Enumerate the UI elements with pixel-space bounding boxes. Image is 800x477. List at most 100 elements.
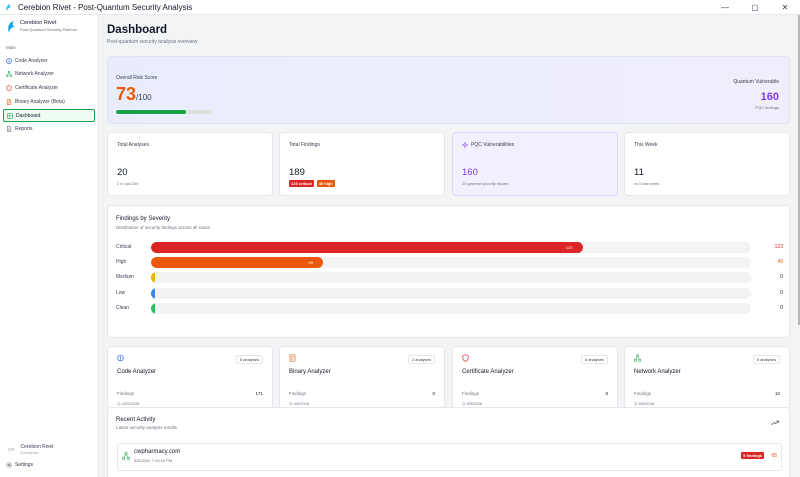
main-content: Dashboard Post-quantum security analysis… [100,15,800,477]
analysis-count-badge: 5 analyses [235,355,263,364]
sidebar-item-network-analyzer[interactable]: Network Analyzer [3,68,95,82]
analyzer-name: Certificate Analyzer [462,369,514,375]
severity-bar-label: 49 [308,260,313,266]
dashboard-icon [7,112,13,119]
sidebar-item-label: Reports [15,126,33,133]
trending-up-icon[interactable] [771,420,779,426]
severity-bar-track: 49 [151,257,751,269]
window-title: Cerebion Rivet - Post-Quantum Security A… [18,2,193,12]
sparkle-icon [462,142,468,148]
analyzer-date: ◷ 5/5/2026 [634,401,655,406]
sidebar-item-reports[interactable]: Reports [3,122,95,136]
activity-date: 5/5/2026, 7:49:10 PM [134,458,173,463]
risk-score-card: Overall Risk Score 73/100 Quantum Vulner… [107,56,790,124]
maximize-button[interactable]: ▢ [751,3,759,12]
risk-score-label: Overall Risk Score [116,75,158,81]
sidebar-item-settings[interactable]: Settings [6,462,33,468]
analyzer-card-code[interactable]: 5 analyses Code Analyzer Findings 171 ◷ … [107,346,273,409]
severity-row-medium: Medium 0 [116,272,783,284]
findings-badge: 5 findings [741,452,764,459]
sidebar-item-certificate-analyzer[interactable]: Certificate Analyzer [3,81,95,95]
sidebar-item-label: Certificate Analyzer [15,85,59,92]
analyzer-card-binary[interactable]: 2 analyses Binary Analyzer Findings 0 ◷ … [279,346,445,409]
recent-activity-item[interactable]: cwpharmacy.com 5/5/2026, 7:49:10 PM 5 fi… [117,443,782,471]
stat-value: 20 [117,167,128,178]
analysis-count-badge: 6 analyses [580,355,608,364]
analyzer-card-network[interactable]: 5 analyses Network Analyzer Findings 10 … [624,346,790,409]
code-icon [6,57,12,64]
severity-label: Medium [116,274,134,281]
severity-bar [151,272,155,284]
analysis-count-badge: 5 analyses [752,355,780,364]
severity-row-low: Low 0 [116,287,783,299]
network-icon [634,354,641,362]
quantum-vulnerable-value: 160 [760,91,779,103]
analyzer-name: Network Analyzer [634,369,681,375]
nav-section-label: Main [6,45,16,50]
quantum-vulnerable-label: Quantum Vulnerable [733,79,779,85]
severity-label: High [116,259,127,266]
analyzer-date: ◷ 5/5/2026 [462,401,483,406]
analyzer-name: Binary Analyzer [289,369,331,375]
binary-icon [289,354,296,362]
findings-value: 10 [774,391,780,396]
user-profile[interactable]: CR Cerebion Rivet Enterprise [8,444,54,455]
stat-label: This Week [634,142,658,148]
stat-sub: vs 0 last week [634,181,660,186]
sidebar-item-dashboard[interactable]: Dashboard [3,108,95,123]
close-button[interactable]: ✕ [781,3,789,12]
severity-label: Clean [116,304,130,311]
user-name: Cerebion Rivet [20,444,54,450]
recent-activity-subtitle: Latest security analysis results [116,425,178,430]
stat-sub: 2 in last 24h [117,181,139,186]
risk-score-value: 73/100 [116,84,152,104]
title-bar: Cerebion Rivet - Post-Quantum Security A… [0,0,800,15]
severity-bar [151,302,155,314]
brand-subtitle: Post-Quantum Security Platform [20,27,78,32]
app-logo-icon [6,3,12,11]
activity-target: cwpharmacy.com [134,449,181,455]
page-title: Dashboard [107,24,168,36]
sidebar-item-binary-analyzer[interactable]: Binary Analyzer (Beta) [3,95,95,109]
findings-label: Findings [634,391,652,396]
recent-activity-card: Recent Activity Latest security analysis… [107,407,790,477]
analyzer-card-certificate[interactable]: 6 analyses Certificate Analyzer Findings… [452,346,618,409]
stat-card-total-findings: Total Findings 189 123 critical 49 high [279,132,445,196]
findings-value: 171 [255,391,263,396]
reports-icon [6,126,12,132]
analyzer-name: Code Analyzer [117,369,157,375]
user-role: Enterprise [20,450,39,455]
severity-bar-track [151,272,751,284]
analysis-count-badge: 2 analyses [407,355,435,364]
stat-label: Total Analyses [117,142,149,148]
severity-bar [151,287,155,299]
sidebar-item-code-analyzer[interactable]: Code Analyzer [3,54,95,68]
page-subtitle: Post-quantum security analysis overview [107,39,198,45]
binary-icon [6,99,12,105]
severity-row-critical: Critical 123 123 [116,242,783,253]
severity-count: 123 [774,244,783,250]
stat-sub: 29 general security issues [462,181,509,186]
certificate-icon [462,354,469,362]
activity-score: 65 [771,453,777,459]
severity-count: 0 [780,289,783,296]
certificate-icon [6,85,12,92]
severity-bar-track [151,302,751,314]
severity-row-high: High 49 49 [116,257,783,269]
analyzer-date: ◷ 4/20/2026 [117,401,140,406]
brand: Cerebion Rivet Post-Quantum Security Pla… [6,20,77,33]
severity-subtitle: Distribution of security findings across… [116,225,211,230]
stat-card-total-analyses: Total Analyses 20 2 in last 24h [107,132,273,196]
minimize-button[interactable]: — [721,3,729,12]
severity-count: 0 [780,274,783,281]
scrollbar[interactable] [798,15,800,325]
gear-icon [6,462,12,468]
stat-label: Total Findings [289,142,320,148]
findings-by-severity-card: Findings by Severity Distribution of sec… [107,205,790,338]
stat-value: 160 [462,167,478,178]
sidebar-nav: Code Analyzer Network Analyzer Certifica… [3,54,95,136]
severity-title: Findings by Severity [116,216,171,222]
stat-value: 189 [289,167,305,178]
findings-label: Findings [462,391,480,396]
critical-badge: 123 critical [289,180,314,187]
